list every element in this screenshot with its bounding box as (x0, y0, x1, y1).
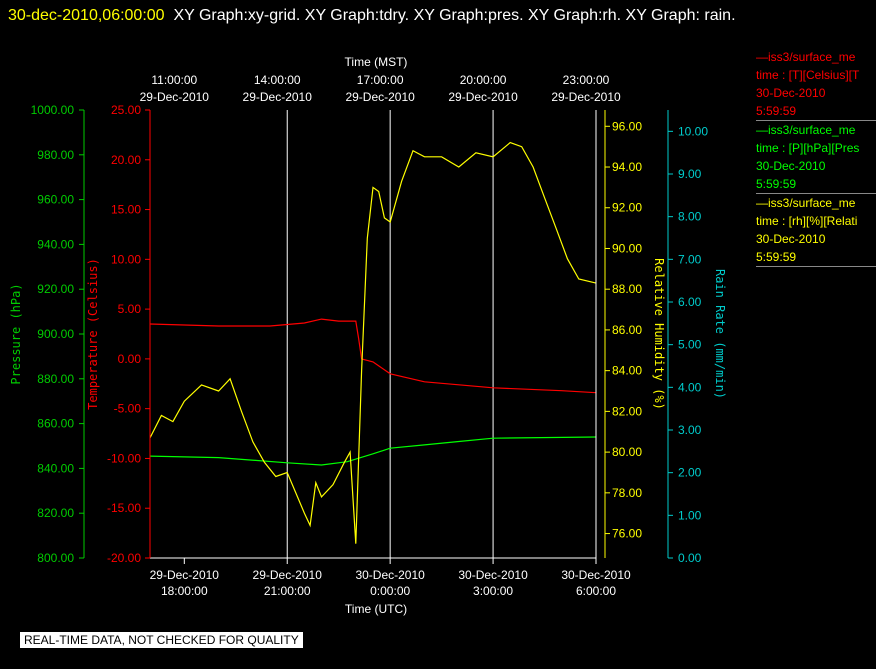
x-tick-label: 29-Dec-2010 (150, 568, 220, 582)
rh-tick-label: 92.00 (612, 201, 642, 215)
rh-tick-label: 94.00 (612, 160, 642, 174)
legend-time: 5:59:59 (756, 102, 876, 121)
x-tick-label: 0:00:00 (370, 584, 410, 598)
rain-tick-label: 5.00 (678, 338, 702, 352)
x-tick-label: 3:00:00 (473, 584, 513, 598)
rain-tick-label: 4.00 (678, 380, 702, 394)
rh-tick-label: 76.00 (612, 527, 642, 541)
pressure-tick-label: 1000.00 (31, 103, 75, 117)
series-group (149, 141, 597, 544)
legend-entry[interactable]: —iss3/surface_me time : [rh][%][Relati 3… (756, 194, 876, 267)
temperature-tick-label: -5.00 (114, 402, 142, 416)
rain-tick-label: 7.00 (678, 252, 702, 266)
legend-series-name: —iss3/surface_me (756, 123, 856, 137)
legend-date: 30-Dec-2010 (756, 159, 826, 173)
pressure-axis-title: Pressure (hPa) (9, 283, 23, 384)
x-tick-label: 21:00:00 (264, 584, 311, 598)
x-top-axis-title: Time (MST) (345, 55, 408, 69)
temperature-tick-label: 15.00 (111, 203, 141, 217)
legend-series-name: —iss3/surface_me (756, 50, 856, 64)
pressure-tick-label: 880.00 (37, 372, 74, 386)
rh-axis-title: Relative Humidity (%) (652, 258, 666, 410)
legend-time: 5:59:59 (756, 248, 876, 267)
rain-tick-label: 8.00 (678, 210, 702, 224)
x-tick-label: 30-Dec-2010 (561, 568, 631, 582)
rain-axis-title: Rain Rate (mm/min) (713, 269, 727, 399)
x-top-tick-label: 29-Dec-2010 (140, 90, 210, 104)
temperature-tick-label: 0.00 (118, 352, 142, 366)
rain-tick-label: 6.00 (678, 295, 702, 309)
legend-time: 5:59:59 (756, 175, 876, 194)
rh-tick-label: 90.00 (612, 241, 642, 255)
x-top-tick-label: 14:00:00 (254, 73, 301, 87)
pressure-tick-label: 940.00 (37, 237, 74, 251)
rh-tick-label: 96.00 (612, 119, 642, 133)
legend-series-var: time : [P][hPa][Pres (756, 141, 860, 155)
x-top-tick-label: 23:00:00 (563, 73, 610, 87)
legend-date: 30-Dec-2010 (756, 86, 826, 100)
pressure-tick-label: 840.00 (37, 461, 74, 475)
pressure-series-line (149, 436, 597, 466)
rain-tick-label: 0.00 (678, 551, 702, 565)
pressure-tick-label: 800.00 (37, 551, 74, 565)
temperature-axis-title: Temperature (Celsius) (86, 258, 100, 410)
temperature-tick-label: 10.00 (111, 252, 141, 266)
pressure-tick-label: 920.00 (37, 282, 74, 296)
timestamp: 30-dec-2010,06:00:00 (8, 7, 165, 24)
rain-tick-label: 10.00 (678, 124, 708, 138)
x-top-tick-label: 29-Dec-2010 (551, 90, 621, 104)
pressure-tick-label: 900.00 (37, 327, 74, 341)
rain-tick-label: 3.00 (678, 423, 702, 437)
temperature-tick-label: -10.00 (107, 451, 141, 465)
rain-tick-label: 1.00 (678, 508, 702, 522)
rh-tick-label: 78.00 (612, 486, 642, 500)
temperature-tick-label: 5.00 (118, 302, 142, 316)
temperature-tick-label: 20.00 (111, 153, 141, 167)
rh-tick-label: 80.00 (612, 445, 642, 459)
rh-tick-label: 82.00 (612, 404, 642, 418)
rh-tick-label: 84.00 (612, 364, 642, 378)
pressure-tick-label: 980.00 (37, 148, 74, 162)
legend-date: 30-Dec-2010 (756, 232, 826, 246)
x-tick-label: 29-Dec-2010 (253, 568, 323, 582)
x-top-tick-label: 29-Dec-2010 (243, 90, 313, 104)
temperature-series-line (149, 318, 597, 394)
grid (286, 110, 494, 558)
rh-series-line (149, 141, 597, 544)
x-top-tick-label: 29-Dec-2010 (345, 90, 415, 104)
temperature-tick-label: 25.00 (111, 103, 141, 117)
x-tick-label: 30-Dec-2010 (458, 568, 528, 582)
x-axis-title: Time (UTC) (345, 602, 407, 616)
x-tick-label: 18:00:00 (161, 584, 208, 598)
legend-series-var: time : [rh][%][Relati (756, 214, 858, 228)
legend-entry[interactable]: —iss3/surface_me time : [T][Celsius][T 3… (756, 48, 876, 121)
graph-list: XY Graph:xy-grid. XY Graph:tdry. XY Grap… (173, 7, 736, 24)
pressure-tick-label: 820.00 (37, 506, 74, 520)
legend-series-name: —iss3/surface_me (756, 196, 856, 210)
disclaimer-banner: REAL-TIME DATA, NOT CHECKED FOR QUALITY (20, 632, 303, 648)
x-top-tick-label: 20:00:00 (460, 73, 507, 87)
temperature-tick-label: -15.00 (107, 501, 141, 515)
pressure-tick-label: 960.00 (37, 193, 74, 207)
x-top-tick-label: 11:00:00 (151, 73, 197, 87)
temperature-tick-label: -20.00 (107, 551, 141, 565)
rain-tick-label: 9.00 (678, 167, 702, 181)
legend-series-var: time : [T][Celsius][T (756, 68, 860, 82)
rh-tick-label: 86.00 (612, 323, 642, 337)
x-top-tick-label: 29-Dec-2010 (448, 90, 518, 104)
x-tick-label: 6:00:00 (576, 584, 616, 598)
page-title: 30-dec-2010,06:00:00 XY Graph:xy-grid. X… (8, 2, 858, 30)
pressure-tick-label: 860.00 (37, 417, 74, 431)
rh-tick-label: 88.00 (612, 282, 642, 296)
x-tick-label: 30-Dec-2010 (355, 568, 425, 582)
rain-tick-label: 2.00 (678, 466, 702, 480)
axes-group: 29-Dec-2010 18:00:00 11:00:00 29-Dec-2010 29… (9, 55, 727, 616)
x-top-tick-label: 17:00:00 (357, 73, 404, 87)
legend-entry[interactable]: —iss3/surface_me time : [P][hPa][Pres 30… (756, 121, 876, 194)
